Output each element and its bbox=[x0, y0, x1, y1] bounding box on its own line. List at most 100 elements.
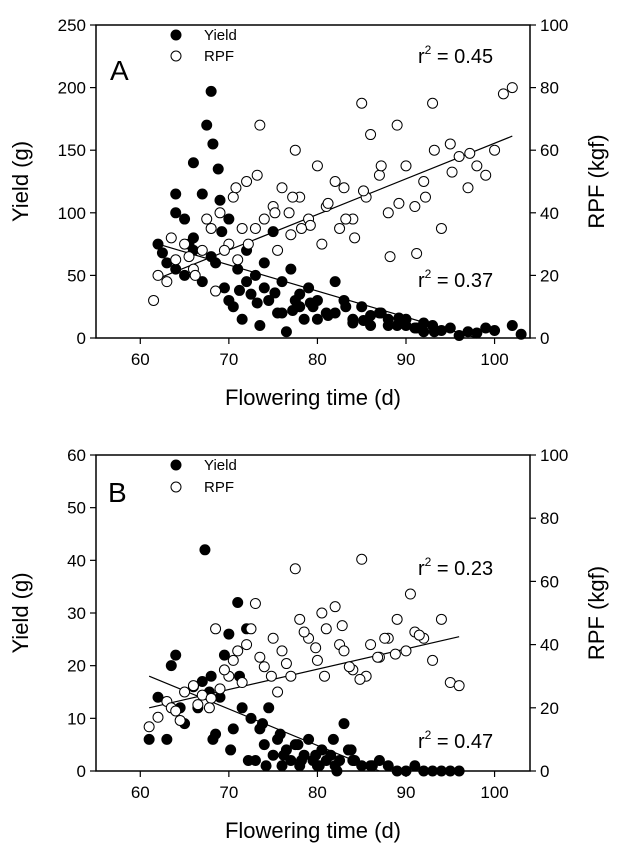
rpf-point bbox=[276, 645, 288, 657]
x-tick-label: 80 bbox=[308, 350, 327, 369]
rpf-point bbox=[249, 222, 261, 234]
rpf-point bbox=[427, 654, 439, 666]
rpf-point bbox=[174, 714, 186, 726]
rpf-point bbox=[280, 658, 292, 670]
rpf-point bbox=[254, 119, 266, 131]
yield-point bbox=[287, 304, 299, 316]
yield-point bbox=[241, 276, 253, 288]
yield-point bbox=[205, 251, 217, 263]
rpf-point bbox=[322, 197, 334, 209]
yield-point bbox=[278, 749, 290, 761]
rpf-point bbox=[354, 673, 366, 685]
rpf-point bbox=[497, 88, 509, 100]
y2-tick-label: 0 bbox=[540, 762, 549, 781]
yield-point bbox=[152, 691, 164, 703]
y2-tick-label: 20 bbox=[540, 266, 559, 285]
yield-point bbox=[334, 754, 346, 766]
yield-point bbox=[267, 226, 279, 238]
rpf-point bbox=[205, 692, 217, 704]
rpf-point bbox=[152, 711, 164, 723]
yield-point bbox=[303, 282, 315, 294]
r-squared-annotation: r2 = 0.37 bbox=[418, 267, 493, 292]
rpf-point bbox=[391, 119, 403, 131]
yield-point bbox=[165, 660, 177, 672]
rpf-point bbox=[365, 129, 377, 141]
yield-point bbox=[233, 284, 245, 296]
yield-point bbox=[170, 188, 182, 200]
rpf-point bbox=[283, 207, 295, 219]
rpf-point bbox=[161, 276, 173, 288]
rpf-point bbox=[285, 670, 297, 682]
rpf-point bbox=[404, 588, 416, 600]
yield-point bbox=[242, 754, 254, 766]
rpf-point bbox=[435, 222, 447, 234]
yield-point bbox=[382, 319, 394, 331]
yield-point bbox=[347, 317, 359, 329]
yield-point bbox=[276, 307, 288, 319]
yield-point bbox=[295, 754, 307, 766]
legend-label: RPF bbox=[204, 479, 234, 496]
rpf-point bbox=[241, 176, 253, 187]
rpf-point bbox=[310, 642, 322, 654]
panel-a: 60 70 80 90 100 0 50 100 150 200 250 0 20 40 60 80 100 Fl… bbox=[8, 16, 609, 410]
y2-tick-label: 60 bbox=[540, 141, 559, 160]
rpf-point bbox=[165, 232, 177, 244]
y-axis-title: Yield (g) bbox=[8, 141, 33, 222]
rpf-point bbox=[170, 254, 182, 266]
yield-point bbox=[356, 301, 368, 313]
rpf-point bbox=[411, 247, 423, 259]
rpf-point bbox=[400, 645, 412, 657]
y2-tick-label: 40 bbox=[540, 636, 559, 655]
yield-point bbox=[223, 294, 235, 306]
yield-point bbox=[251, 297, 263, 309]
yield-point bbox=[506, 319, 518, 331]
y2-tick-label: 40 bbox=[540, 204, 559, 223]
legend-marker bbox=[170, 50, 182, 62]
rpf-point bbox=[236, 222, 248, 234]
rpf-point bbox=[214, 207, 226, 219]
yield-point bbox=[207, 733, 219, 745]
yield-point bbox=[263, 294, 275, 306]
rpf-point bbox=[251, 169, 263, 181]
yield-point bbox=[331, 765, 343, 777]
rpf-point bbox=[267, 632, 279, 644]
rpf-point bbox=[272, 244, 284, 256]
panel-letter: B bbox=[108, 477, 127, 508]
rpf-point bbox=[389, 648, 401, 660]
x-tick-label: 100 bbox=[480, 783, 508, 802]
yield-point bbox=[382, 760, 394, 772]
yield-point bbox=[187, 157, 199, 169]
y-tick-label: 40 bbox=[67, 551, 86, 570]
rpf-point bbox=[349, 232, 361, 244]
r-squared-annotation: r2 = 0.45 bbox=[418, 43, 493, 68]
rpf-point bbox=[357, 185, 369, 197]
rpf-point bbox=[471, 160, 483, 172]
yield-point bbox=[303, 733, 315, 745]
yield-point bbox=[152, 238, 164, 250]
rpf-point bbox=[187, 680, 199, 692]
yield-point bbox=[161, 733, 173, 745]
rpf-point bbox=[170, 705, 182, 717]
rpf-point bbox=[356, 97, 368, 109]
yield-point bbox=[267, 749, 279, 761]
plot-frame bbox=[95, 454, 531, 772]
yield-point bbox=[428, 326, 440, 338]
yield-point bbox=[201, 119, 213, 131]
rpf-point bbox=[427, 97, 439, 109]
rpf-point bbox=[289, 144, 301, 156]
rpf-point bbox=[201, 213, 213, 225]
rpf-point bbox=[311, 654, 323, 666]
yield-point bbox=[258, 739, 270, 751]
rpf-point bbox=[365, 639, 377, 651]
trend-line-rpf bbox=[157, 135, 513, 280]
yield-point bbox=[223, 628, 235, 640]
legend-marker bbox=[170, 459, 182, 471]
rpf-point bbox=[272, 686, 284, 698]
yield-point bbox=[223, 213, 235, 225]
x-tick-label: 90 bbox=[397, 783, 416, 802]
rpf-point bbox=[249, 598, 261, 610]
rpf-point bbox=[419, 191, 431, 203]
rpf-point bbox=[258, 661, 270, 673]
rpf-point bbox=[227, 191, 239, 203]
